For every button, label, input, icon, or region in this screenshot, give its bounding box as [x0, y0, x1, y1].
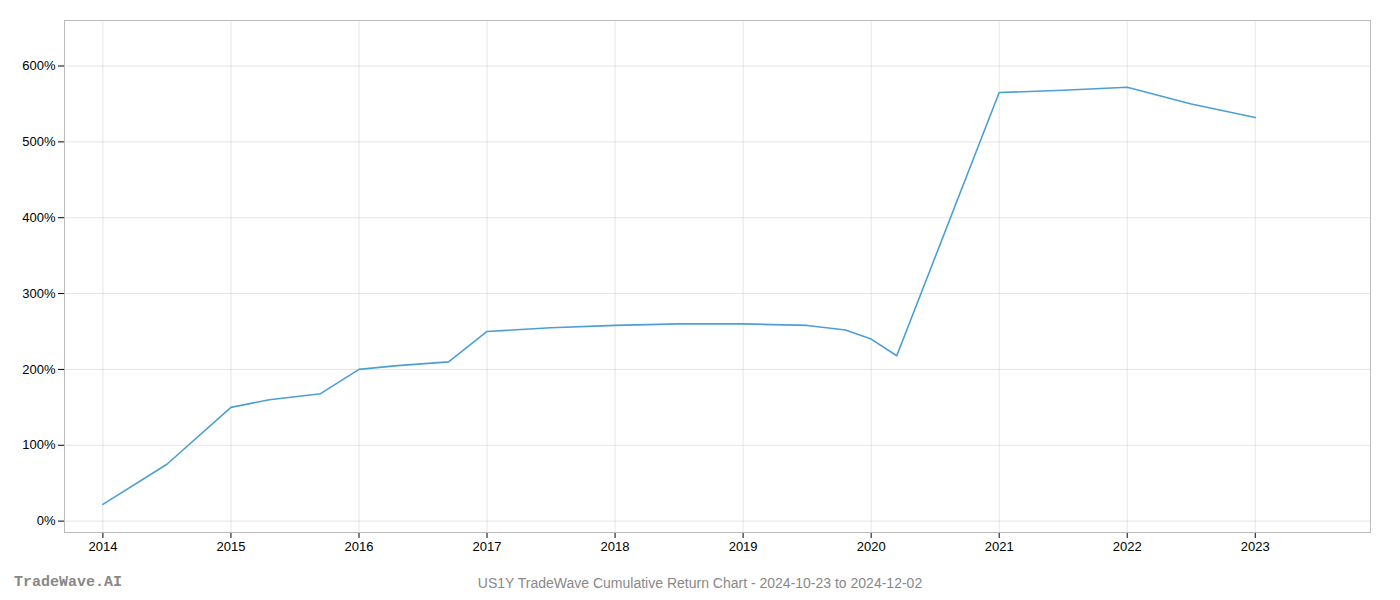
- svg-text:300%: 300%: [22, 286, 56, 301]
- svg-text:2016: 2016: [345, 539, 374, 554]
- svg-text:2014: 2014: [88, 539, 117, 554]
- html-text:TradeWave.AI: TradeWave.AI: [14, 574, 122, 591]
- svg-text:2021: 2021: [985, 539, 1014, 554]
- svg-text:2023: 2023: [1241, 539, 1270, 554]
- svg-text:600%: 600%: [22, 58, 56, 73]
- svg-text:2020: 2020: [857, 539, 886, 554]
- svg-text:0%: 0%: [37, 513, 56, 528]
- svg-text:500%: 500%: [22, 134, 56, 149]
- svg-text:400%: 400%: [22, 210, 56, 225]
- svg-text:200%: 200%: [22, 362, 56, 377]
- svg-text:2015: 2015: [216, 539, 245, 554]
- html-text:US1Y TradeWave Cumulative Retu: US1Y TradeWave Cumulative Return Chart -…: [477, 575, 923, 591]
- svg-text:2018: 2018: [601, 539, 630, 554]
- svg-text:100%: 100%: [22, 437, 56, 452]
- svg-text:2019: 2019: [729, 539, 758, 554]
- svg-text:2017: 2017: [473, 539, 502, 554]
- svg-text:2022: 2022: [1113, 539, 1142, 554]
